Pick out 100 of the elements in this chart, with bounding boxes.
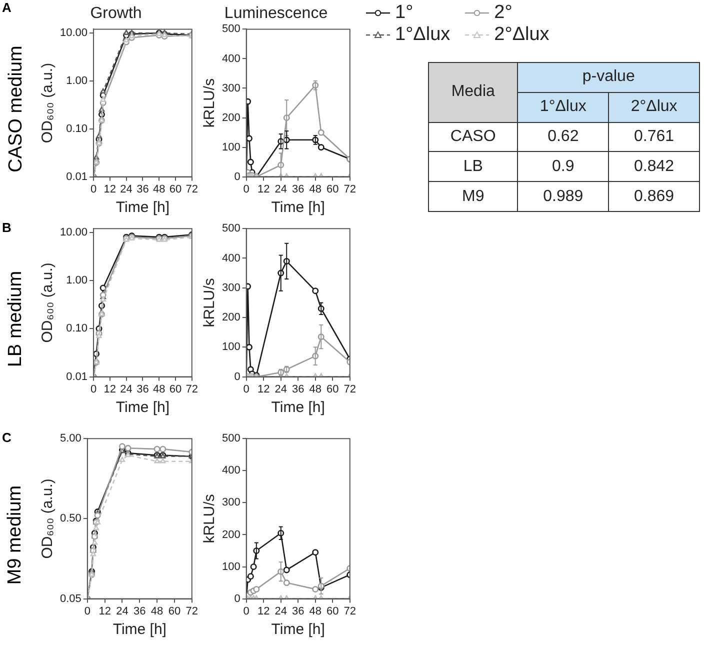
y-tick-label: 100 [222,341,240,354]
x-axis-title: Time [h] [271,199,325,216]
text: 0.62 [548,128,579,145]
y-tick-label: 100 [222,141,240,154]
x-axis-title: Time [h] [116,199,170,216]
x-tick-label: 36 [292,183,304,196]
x-tick-label: 36 [292,605,304,618]
x-tick-label: 24 [274,183,287,196]
text: 0.761 [634,128,674,145]
text: B [2,220,12,235]
y-tick-label: 0 [234,592,240,605]
x-tick-label: 48 [309,605,322,618]
x-tick-label: 0 [243,183,250,196]
y-tick-label: 300 [222,496,240,509]
text: 0.989 [543,188,584,205]
y-tick-label: 1.00 [66,274,88,287]
chart-title: Luminescence [224,5,328,22]
legend-label: 1° [395,2,414,24]
x-tick-label: 48 [150,605,164,618]
legend-label: 2° [494,2,512,24]
x-tick-label: 60 [326,605,339,618]
x-tick-label: 24 [274,383,287,396]
x-tick-label: 60 [169,183,182,196]
x-tick-label: 48 [152,383,166,396]
x-tick-label: 12 [98,605,111,618]
x-tick-label: 36 [292,383,304,396]
y-tick-label: 200 [222,312,240,324]
y-tick-label: 0.01 [66,170,88,183]
x-tick-label: 0 [243,605,250,618]
text: LB medium [5,270,27,368]
text: 0.869 [634,188,674,205]
x-tick-label: 60 [326,383,339,396]
y-tick-label: 1.00 [66,74,88,87]
y-tick-label: 0.10 [66,322,88,335]
y-tick-label: 300 [222,282,240,294]
legend-label: 2°Δlux [494,24,550,46]
x-tick-label: 60 [169,383,182,396]
text: 0.9 [552,158,574,175]
y-tick-label: 500 [222,222,240,235]
category-label: M9 [462,188,484,205]
category-label: LB [463,158,483,175]
x-tick-label: 24 [274,605,287,618]
y-axis-title: OD₆₀₀ (a.u.) [39,478,56,559]
x-tick-label: 48 [309,183,322,196]
x-tick-label: 12 [104,383,116,396]
x-tick-label: 48 [152,183,166,196]
y-tick-label: 0 [234,170,240,183]
y-tick-label: 200 [222,112,240,124]
text: p-value [518,62,700,92]
y-tick-label: 0.01 [66,370,88,383]
x-tick-label: 24 [120,183,132,196]
y-tick-label: 0.05 [60,592,82,605]
y-axis-title: OD₆₀₀ (a.u.) [39,62,56,144]
category-label: 1°Δlux [518,92,609,122]
x-tick-label: 72 [186,183,198,196]
x-tick-label: 72 [344,605,356,618]
y-tick-label: 5.00 [60,432,82,445]
text: 0.842 [634,158,674,175]
text: CASO medium [5,46,27,172]
y-tick-label: 10.00 [60,226,88,238]
legend-label: 1°Δlux [395,24,450,46]
x-axis-title: Time [h] [271,621,325,638]
x-tick-label: 24 [120,383,132,396]
chart-title: Growth [90,5,142,22]
y-axis-title: kRLU/s [201,494,218,544]
y-tick-label: 0 [234,370,240,383]
x-tick-label: 48 [309,383,322,396]
text: A [2,0,12,15]
y-tick-label: 400 [222,52,240,65]
x-axis-title: Time [h] [116,399,170,416]
x-axis-title: Time [h] [112,621,166,638]
text: M9 medium [5,485,27,585]
y-axis-title: kRLU/s [201,278,218,328]
y-axis-title: OD₆₀₀ (a.u.) [39,262,56,343]
x-tick-label: 0 [90,383,97,396]
y-tick-label: 200 [222,528,240,541]
y-tick-label: 300 [222,82,240,94]
y-tick-label: 400 [222,464,240,477]
x-tick-label: 72 [344,183,356,196]
x-tick-label: 60 [326,183,339,196]
text: Media [428,62,518,122]
x-tick-label: 12 [104,183,116,196]
y-tick-label: 500 [222,432,240,445]
y-tick-label: 400 [222,252,240,264]
y-axis-title: kRLU/s [201,78,218,128]
x-tick-label: 36 [136,183,149,196]
y-tick-label: 0.50 [60,512,82,525]
y-tick-label: 10.00 [60,27,88,40]
category-label: CASO [450,128,496,145]
y-tick-label: 500 [222,23,240,36]
x-tick-label: 72 [186,605,198,618]
x-tick-label: 24 [116,605,128,618]
y-tick-label: 0.10 [66,122,88,135]
x-tick-label: 0 [243,383,250,396]
x-tick-label: 0 [90,183,97,196]
x-tick-label: 36 [136,383,149,396]
y-tick-label: 100 [222,560,240,573]
x-tick-label: 72 [344,383,356,396]
x-tick-label: 12 [257,605,270,618]
category-label: 2°Δlux [608,92,700,122]
